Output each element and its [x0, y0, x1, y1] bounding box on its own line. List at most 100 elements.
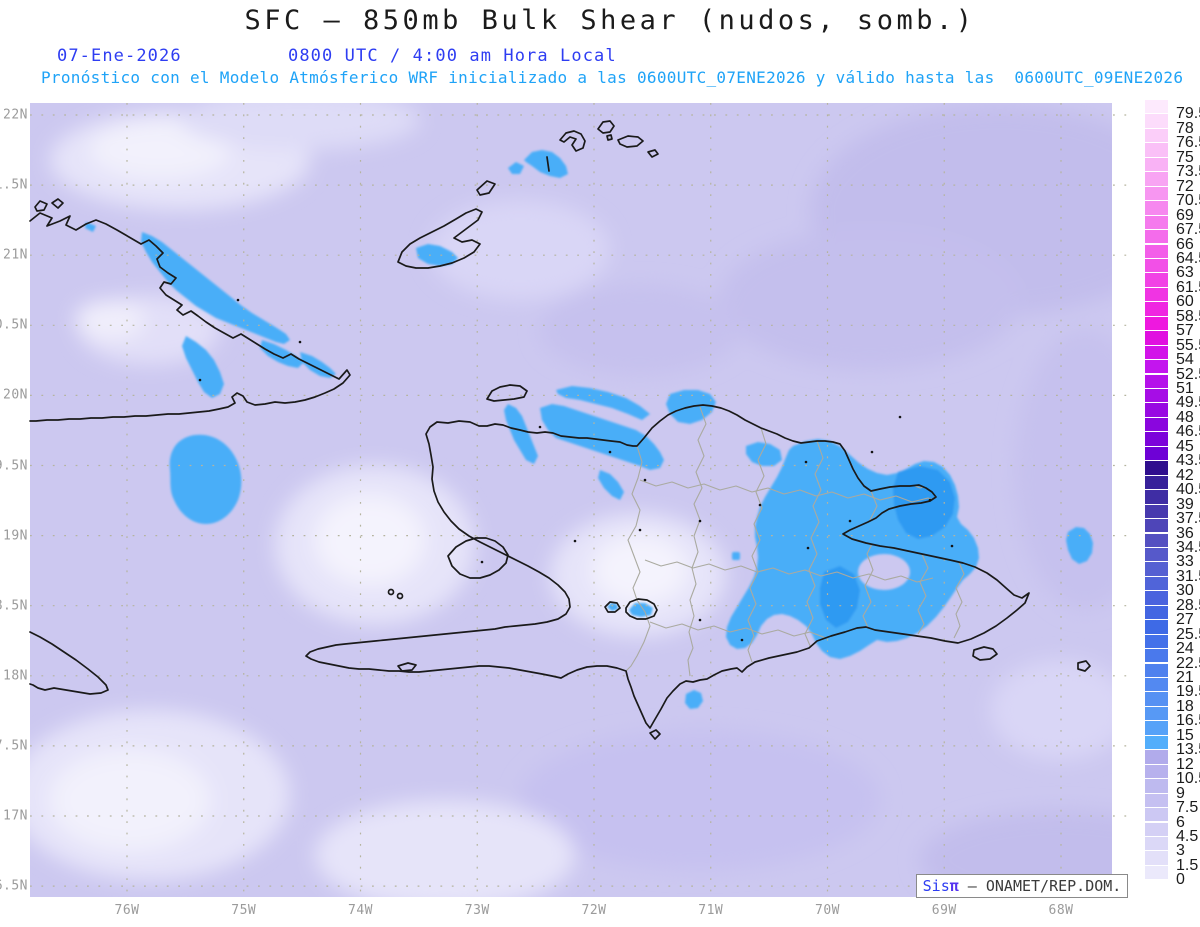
colorbar-cell: [1145, 403, 1168, 417]
lon-tick-label: 70W: [815, 903, 840, 918]
colorbar-cell: [1145, 808, 1168, 822]
colorbar-tick-label: 1.5: [1176, 856, 1199, 874]
town-dots: [198, 298, 954, 642]
coast-hispaniola: [305, 404, 1030, 729]
lon-tick-label: 73W: [464, 903, 490, 918]
colorbar-tick-label: 70.5: [1176, 192, 1200, 210]
colorbar-tick-label: 36: [1176, 524, 1194, 542]
colorbar-tick-label: 0: [1176, 871, 1185, 889]
colorbar-tick-label: 39: [1176, 495, 1194, 513]
colorbar-cell: [1145, 287, 1168, 302]
colorbar-cell: [1145, 128, 1168, 143]
colorbar-tick-label: 9: [1176, 784, 1185, 802]
colorbar-tick-label: 51: [1176, 380, 1194, 397]
colorbar-tick-label: 49.5: [1176, 394, 1200, 412]
colorbar-cell: [1145, 172, 1168, 186]
colorbar-cell: [1145, 201, 1168, 215]
colorbar-cell: [1145, 389, 1168, 403]
grid: [30, 103, 1133, 897]
colorbar-tick-label: 37.5: [1176, 510, 1200, 528]
colorbar-cell: [1145, 273, 1168, 287]
colorbar-cell: [1145, 721, 1168, 735]
colorbar-tick-label: 13.5: [1176, 741, 1200, 759]
colorbar-cell: [1145, 475, 1168, 490]
colorbar-tick-label: 21: [1176, 669, 1194, 686]
lon-tick-label: 74W: [348, 903, 373, 918]
colorbar-cell: [1145, 230, 1168, 244]
colorbar-tick-label: 24: [1176, 640, 1194, 658]
lat-tick-label: 18N: [3, 668, 28, 684]
attribution-badge: Sis π – ONAMET/REP.DOM.: [916, 874, 1128, 898]
colorbar-cell: [1145, 302, 1168, 316]
colorbar-cell: [1145, 706, 1168, 721]
colorbar-cell: [1145, 591, 1168, 605]
colorbar-cell: [1145, 432, 1168, 446]
province-borders: [625, 406, 965, 677]
colorbar-tick-label: 61.5: [1176, 278, 1200, 296]
colorbar-cell: [1145, 360, 1168, 374]
colorbar-cell: [1145, 316, 1168, 331]
colorbar-cell: [1145, 157, 1168, 172]
lat-tick-label: 21N: [3, 247, 28, 263]
colorbar-cell: [1145, 446, 1168, 461]
colorbar-cell: [1145, 143, 1168, 157]
lat-tick-label: 20N: [3, 387, 28, 403]
colorbar-tick-label: 60: [1176, 293, 1194, 311]
colorbar-cell: [1145, 345, 1168, 360]
colorbar-cell: [1145, 258, 1168, 273]
attribution-text: – ONAMET/REP.DOM.: [958, 877, 1122, 895]
lat-tick-label: 19N: [3, 528, 28, 544]
coast-cuba: [29, 212, 351, 422]
lon-tick-label: 72W: [581, 903, 607, 918]
colorbar-tick-label: 79.5: [1176, 105, 1200, 123]
colorbar-tick-label: 6: [1176, 813, 1185, 831]
colorbar-cell: [1145, 793, 1168, 807]
lat-tick-label: 22N: [3, 107, 28, 123]
colorbar-tick-label: 15: [1176, 726, 1194, 744]
colorbar-tick-label: 40.5: [1176, 481, 1200, 499]
lon-tick-label: 68W: [1048, 903, 1074, 918]
colorbar-cell: [1145, 865, 1168, 880]
colorbar-cell: [1145, 244, 1168, 258]
colorbar-cell: [1145, 519, 1168, 533]
colorbar-cell: [1145, 331, 1168, 345]
lat-tick-label: 1.5N: [0, 177, 28, 193]
forecast-time: 0800 UTC / 4:00 am Hora Local: [288, 46, 617, 66]
shear-patches: [85, 150, 1093, 709]
colorbar-tick-label: 16.5: [1176, 712, 1200, 730]
lon-tick-label: 76W: [114, 903, 140, 918]
colorbar-cell: [1145, 822, 1168, 836]
lon-tick-label: 71W: [698, 903, 724, 918]
lat-tick-label: 9.5N: [0, 458, 28, 473]
colorbar-cell: [1145, 649, 1168, 663]
colorbar-tick-label: 46.5: [1176, 423, 1200, 441]
colorbar-tick-label: 64.5: [1176, 249, 1200, 267]
colorbar-tick-label: 45: [1176, 437, 1194, 455]
forecast-date: 07-Ene-2026: [57, 46, 182, 66]
colorbar-cell: [1145, 186, 1168, 201]
colorbar-tick-label: 18: [1176, 697, 1194, 715]
coast-jamaica: [29, 631, 109, 695]
colorbar-cell: [1145, 663, 1168, 677]
colorbar-cell: [1145, 750, 1168, 764]
colorbar-tick-label: 57: [1176, 322, 1194, 340]
colorbar-tick-label: 75: [1176, 148, 1194, 166]
colorbar-cell: [1145, 215, 1168, 229]
lon-tick-label: 75W: [231, 903, 257, 918]
colorbar-tick-label: 12: [1176, 755, 1194, 773]
lat-tick-label: 7.5N: [0, 738, 28, 754]
colorbar-tick-label: 7.5: [1176, 799, 1199, 817]
colorbar-cell: [1145, 100, 1168, 114]
colorbar-tick-label: 63: [1176, 264, 1194, 282]
coast-great-inagua: [397, 208, 483, 269]
colorbar-cell: [1145, 634, 1168, 649]
colorbar-cell: [1145, 779, 1168, 793]
colorbar-tick-label: 22.5: [1176, 654, 1200, 672]
colorbar-tick-label: 58.5: [1176, 307, 1200, 325]
colorbar-cell: [1145, 504, 1168, 518]
colorbar-tick-label: 52.5: [1176, 365, 1200, 383]
colorbar-tick-label: 3: [1176, 842, 1185, 860]
colorbar-tick-label: 43.5: [1176, 452, 1200, 470]
coastlines: [29, 120, 1091, 740]
